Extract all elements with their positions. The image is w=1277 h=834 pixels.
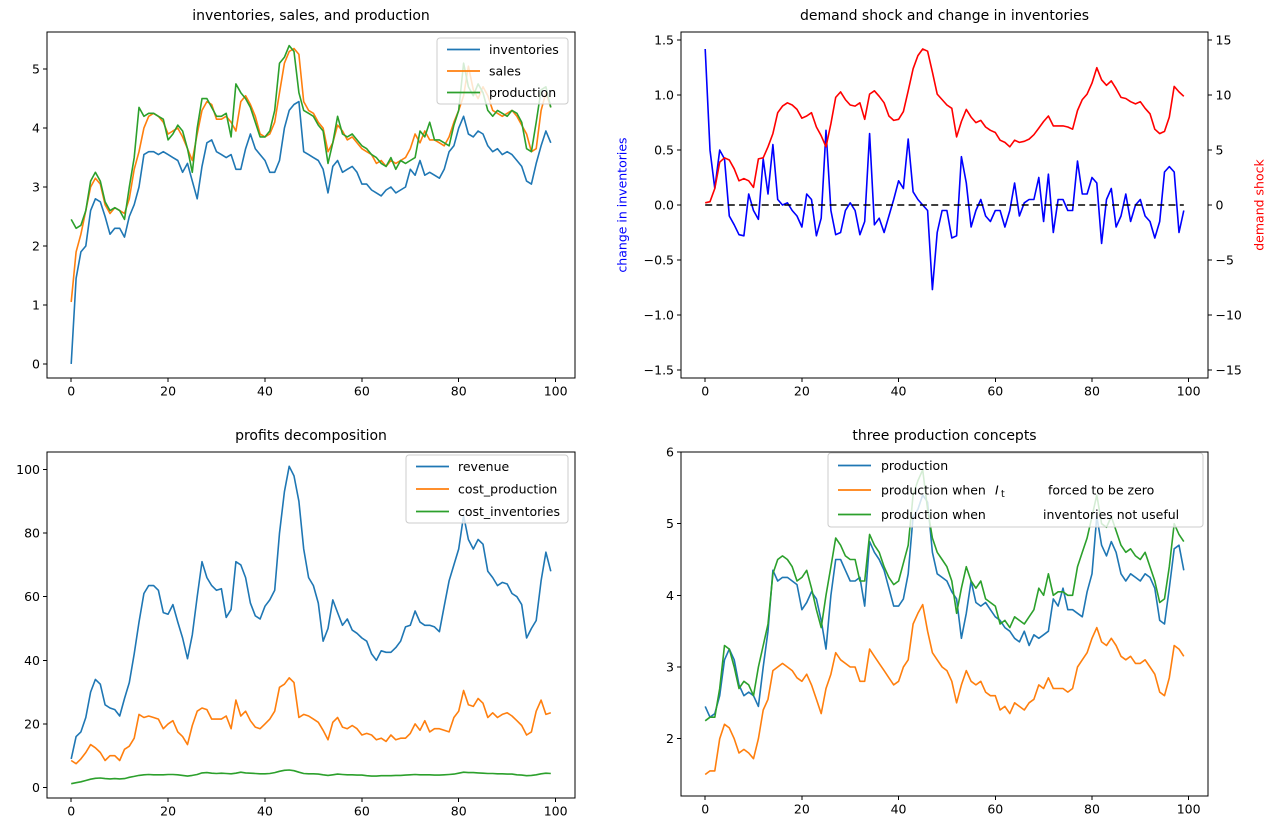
chart-title-three-production-concepts: three production concepts xyxy=(852,428,1037,444)
x-tick-label: 40 xyxy=(257,384,273,399)
legend-box xyxy=(827,452,1204,528)
ylabel-demand-shock: demand shock xyxy=(1251,159,1267,251)
x-tick-label: 0 xyxy=(67,804,75,819)
chart-inventories-sales-production: 0 20 40 60 80 100 0 1 2 3 4 5 inventories sales produc… xyxy=(32,31,576,399)
x-tick-label: 20 xyxy=(160,384,176,399)
x-tick-label: 20 xyxy=(794,384,810,399)
y-tick-right-label: −5 xyxy=(1216,252,1234,267)
y-tick-label: 2 xyxy=(32,238,40,253)
y-tick-right-label: 5 xyxy=(1216,143,1224,158)
legend-label: inventories not useful xyxy=(1043,507,1179,522)
x-tick-label: 80 xyxy=(451,804,467,819)
chart-title-profits-decomposition: profits decomposition xyxy=(235,428,387,444)
y-tick-label: 3 xyxy=(666,660,674,675)
series-cost_inventories xyxy=(71,769,551,785)
y-tick-label: 80 xyxy=(24,526,40,541)
legend: inventories sales production xyxy=(436,37,569,105)
legend-label: sales xyxy=(489,64,521,79)
legend-label: t xyxy=(1001,489,1005,500)
series-change-in-inventories xyxy=(704,48,1185,291)
y-tick-label: 5 xyxy=(666,516,674,531)
chart-title-demand-shock: demand shock and change in inventories xyxy=(799,8,1090,24)
y-tick-label: 100 xyxy=(16,462,40,477)
x-tick-label: 20 xyxy=(160,804,176,819)
legend-label: production xyxy=(881,458,948,473)
legend-label: inventories xyxy=(489,42,559,57)
chart-demand-shock-change-in-inventories: 0 20 40 60 80 1001.51.00.50.0−0.5−1.0−1.51510… xyxy=(644,31,1242,399)
y-tick-label: −1.5 xyxy=(644,362,674,377)
x-tick-label: 100 xyxy=(1177,384,1201,399)
legend-label: production when xyxy=(881,483,986,498)
y-tick-label: 4 xyxy=(32,121,40,136)
y-tick-label: 0 xyxy=(32,780,40,795)
x-tick-label: 40 xyxy=(891,384,907,399)
x-tick-label: 60 xyxy=(354,804,370,819)
series-inventories xyxy=(70,100,552,364)
legend-label: cost_production xyxy=(458,482,557,497)
x-tick-label: 0 xyxy=(701,384,709,399)
ylabel-change-in-inventories: change in inventories xyxy=(614,137,630,273)
legend-label: cost_inventories xyxy=(458,504,560,519)
series-cost_production xyxy=(70,676,552,765)
x-tick-label: 80 xyxy=(1084,384,1100,399)
legend-label: production xyxy=(489,85,556,100)
legend-label: production when xyxy=(881,507,986,522)
x-tick-label: 40 xyxy=(891,802,907,817)
series-production xyxy=(704,494,1185,719)
y-tick-label: 4 xyxy=(666,588,674,603)
y-tick-label: 60 xyxy=(24,589,40,604)
y-tick-right-label: −10 xyxy=(1216,307,1242,322)
series-demand-shock xyxy=(705,48,1185,204)
y-tick-right-label: −15 xyxy=(1216,362,1242,377)
series-revenue xyxy=(70,465,552,760)
legend-label: revenue xyxy=(458,459,509,474)
y-tick-right-label: 0 xyxy=(1216,198,1224,213)
legend-label: I xyxy=(995,483,999,498)
chart-title-inventories-sales-production: inventories, sales, and production xyxy=(192,8,430,24)
y-tick-label: 2 xyxy=(666,731,674,746)
x-tick-label: 0 xyxy=(67,384,75,399)
y-tick-label: −0.5 xyxy=(644,252,674,267)
y-tick-label: 0.5 xyxy=(654,143,674,158)
y-tick-label: −1.0 xyxy=(644,307,674,322)
axes-spines xyxy=(46,451,576,799)
y-tick-label: 0 xyxy=(32,356,40,371)
y-tick-right-label: 15 xyxy=(1216,33,1232,48)
y-tick-label: 40 xyxy=(24,653,40,668)
y-tick-label: 5 xyxy=(32,62,40,77)
legend: revenue cost_production cost_inventories xyxy=(405,454,569,524)
x-tick-label: 40 xyxy=(257,804,273,819)
y-tick-label: 6 xyxy=(666,445,674,460)
y-tick-label: 1 xyxy=(32,297,40,312)
y-tick-label: 0.0 xyxy=(654,198,674,213)
x-tick-label: 60 xyxy=(354,384,370,399)
legend-box xyxy=(436,37,569,105)
y-tick-label: 1.0 xyxy=(654,88,674,103)
axes-spines xyxy=(680,451,1209,797)
legend-label: forced to be zero xyxy=(1048,483,1154,498)
y-tick-label: 20 xyxy=(24,716,40,731)
axes-spines xyxy=(46,31,576,379)
y-tick-label: 3 xyxy=(32,180,40,195)
x-tick-label: 60 xyxy=(987,802,1003,817)
chart-profits-decomposition: 0 20 40 60 80 100 0 20 40 60 80 100 revenue cost_prod… xyxy=(16,451,576,819)
x-tick-label: 100 xyxy=(544,384,568,399)
x-tick-label: 100 xyxy=(544,804,568,819)
legend-box xyxy=(405,454,569,524)
x-tick-label: 80 xyxy=(1084,802,1100,817)
x-tick-label: 0 xyxy=(701,802,709,817)
x-tick-label: 60 xyxy=(987,384,1003,399)
y-tick-right-label: 10 xyxy=(1216,88,1232,103)
chart-three-production-concepts: 0 20 40 60 80 100 2 3 4 5 6 production production wh… xyxy=(666,445,1209,817)
x-tick-label: 100 xyxy=(1177,802,1201,817)
x-tick-label: 80 xyxy=(451,384,467,399)
y-tick-label: 1.5 xyxy=(654,33,674,48)
series-production-when-It-forced-to-be-zero xyxy=(704,603,1185,776)
x-tick-label: 20 xyxy=(794,802,810,817)
